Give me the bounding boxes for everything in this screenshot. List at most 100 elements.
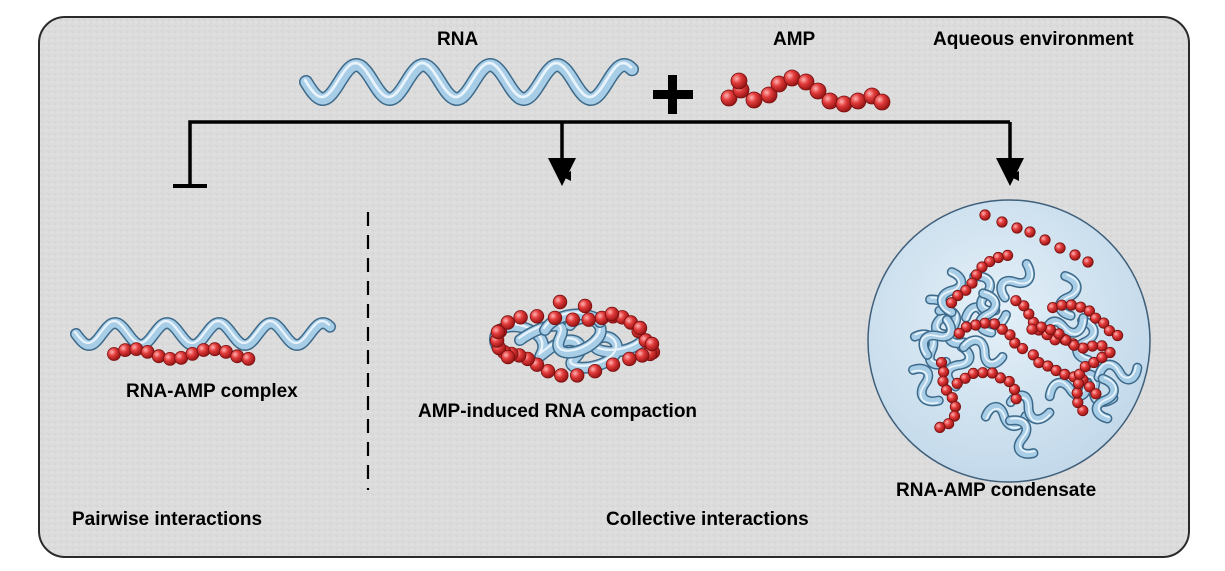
- amp-bead: [1004, 329, 1016, 341]
- amp-bead: [644, 336, 660, 352]
- amp-bead: [151, 349, 166, 364]
- amp-bead: [622, 351, 637, 367]
- condensate-rna-strand-highlight: [938, 272, 961, 314]
- amp-bead: [1010, 393, 1022, 405]
- amp-chain-icon: [720, 69, 891, 113]
- amp-bead: [835, 95, 853, 113]
- amp-bead: [720, 89, 738, 107]
- amp-bead: [570, 368, 585, 383]
- condensate-rna-strand-highlight: [1078, 318, 1097, 360]
- amp-bead: [1047, 301, 1059, 314]
- amp-bead: [1054, 242, 1066, 254]
- amp-bead: [1090, 312, 1102, 324]
- amp-bead: [1016, 342, 1029, 355]
- rna-amp-complex-rna: [70, 317, 336, 351]
- amp-bead: [1024, 226, 1036, 238]
- amp-bead: [230, 349, 245, 364]
- collective-interactions-label: Collective interactions: [606, 509, 809, 530]
- condensate-rna-fragment: [1091, 373, 1119, 424]
- amp-bead: [1018, 300, 1030, 312]
- amp-bead: [1059, 368, 1071, 380]
- amp-bead: [587, 364, 603, 379]
- amp-bead: [1060, 334, 1072, 346]
- amp-bead: [797, 73, 815, 91]
- amp-bead: [948, 410, 961, 422]
- condensate-rna-strand-highlight: [1060, 273, 1080, 316]
- arrowhead-condensate: [996, 158, 1024, 186]
- amp-bead: [940, 384, 953, 396]
- amp-bead: [1008, 383, 1021, 395]
- amp-bead: [849, 92, 867, 110]
- rna-amp-complex-label: RNA-AMP complex: [126, 381, 298, 402]
- amp-bead: [949, 401, 962, 413]
- amp-bead: [960, 321, 973, 333]
- amp-bead: [1027, 349, 1039, 361]
- amp-bead: [935, 356, 948, 369]
- amp-bead: [547, 310, 563, 326]
- condensate-rna-strand-highlight: [911, 369, 939, 405]
- amp-bead: [994, 372, 1007, 384]
- amp-bead: [937, 366, 950, 378]
- amp-bead: [967, 367, 979, 379]
- amp-bead: [540, 364, 556, 379]
- amp-bead: [1009, 337, 1021, 349]
- rna-label: RNA: [437, 29, 479, 50]
- condensate-rna-fragment: [1093, 359, 1143, 385]
- amp-bead: [1010, 295, 1022, 307]
- amp-bead: [1069, 249, 1081, 261]
- amp-bead: [970, 319, 982, 331]
- amp-bead: [604, 306, 620, 322]
- amp-bead: [996, 323, 1008, 335]
- amp-bead: [988, 318, 1001, 330]
- condensate-rna-fragment: [996, 258, 1035, 303]
- amp-bead: [821, 92, 839, 110]
- amp-bead: [945, 297, 958, 309]
- condensate-rna-strand-highlight: [1047, 380, 1088, 396]
- condensate-rna-strand-highlight: [1096, 362, 1137, 379]
- amp-bead: [1011, 222, 1023, 234]
- aqueous-environment-label: Aqueous environment: [933, 29, 1134, 50]
- amp-bead: [1073, 368, 1086, 380]
- amp-bead: [1001, 249, 1014, 261]
- rna-compaction-illustration: [489, 294, 661, 383]
- complex-rna-strand-highlight: [73, 319, 331, 345]
- amp-bead: [979, 209, 991, 221]
- condensate-rna-fragment: [958, 335, 1008, 369]
- rna-strand-icon: [299, 58, 639, 106]
- amp-bead: [1035, 321, 1047, 333]
- amp-bead: [984, 255, 996, 268]
- condensate-contents: [908, 209, 1143, 459]
- amp-bead: [960, 284, 972, 296]
- amp-bead: [605, 357, 621, 372]
- condensate-rna-strand-highlight: [962, 337, 1003, 363]
- amp-bead: [1068, 339, 1080, 351]
- condensate-rna-strand-highlight: [920, 318, 950, 356]
- rna-amp-complex-amp: [107, 342, 256, 366]
- amp-bead: [1071, 387, 1083, 399]
- condensate-rna-strand-highlight: [1010, 417, 1036, 453]
- condensate-rna-strand-highlight: [1097, 376, 1117, 419]
- amp-induced-compaction-label: AMP-induced RNA compaction: [418, 401, 698, 422]
- amp-bead: [760, 86, 778, 104]
- amp-bead: [552, 294, 568, 310]
- amp-bead: [979, 317, 991, 329]
- amp-bead: [500, 349, 516, 365]
- amp-bead: [1065, 299, 1078, 311]
- amp-bead: [1103, 325, 1116, 337]
- amp-bead: [1090, 388, 1102, 400]
- amp-bead: [513, 310, 528, 325]
- amp-bead: [241, 351, 256, 366]
- amp-bead: [783, 69, 801, 87]
- amp-bead: [1083, 305, 1096, 317]
- amp-bead: [986, 367, 998, 379]
- amp-bead: [953, 327, 965, 339]
- amp-bead: [577, 298, 593, 314]
- amp-bead: [1026, 323, 1038, 335]
- pairwise-interactions-label: Pairwise interactions: [72, 509, 263, 530]
- arrowhead-compaction: [548, 158, 576, 186]
- amp-bead: [730, 72, 748, 90]
- amp-bead: [1104, 346, 1116, 359]
- amp-bead: [554, 368, 569, 383]
- amp-label: AMP: [773, 29, 816, 50]
- amp-bead: [1082, 256, 1094, 268]
